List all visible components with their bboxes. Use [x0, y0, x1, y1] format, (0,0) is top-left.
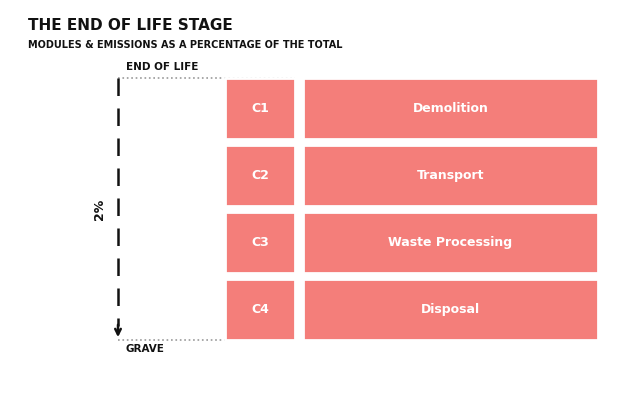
Text: GRAVE: GRAVE: [126, 344, 165, 354]
Text: C3: C3: [251, 236, 269, 249]
Text: Waste Processing: Waste Processing: [388, 236, 513, 249]
Text: C1: C1: [251, 102, 269, 115]
Text: Demolition: Demolition: [413, 102, 488, 115]
Text: Disposal: Disposal: [421, 303, 480, 316]
Text: C4: C4: [251, 303, 269, 316]
Text: END OF LIFE: END OF LIFE: [126, 62, 198, 72]
Text: THE END OF LIFE STAGE: THE END OF LIFE STAGE: [28, 18, 233, 33]
Bar: [225, 145, 295, 206]
Text: MODULES & EMISSIONS AS A PERCENTAGE OF THE TOTAL: MODULES & EMISSIONS AS A PERCENTAGE OF T…: [28, 40, 342, 50]
Bar: [225, 279, 295, 340]
Text: Transport: Transport: [417, 169, 484, 182]
Text: 2%: 2%: [93, 198, 106, 220]
Bar: [303, 145, 598, 206]
Bar: [225, 78, 295, 139]
Bar: [225, 212, 295, 273]
Bar: [303, 212, 598, 273]
Bar: [303, 279, 598, 340]
Bar: [303, 78, 598, 139]
Text: C2: C2: [251, 169, 269, 182]
